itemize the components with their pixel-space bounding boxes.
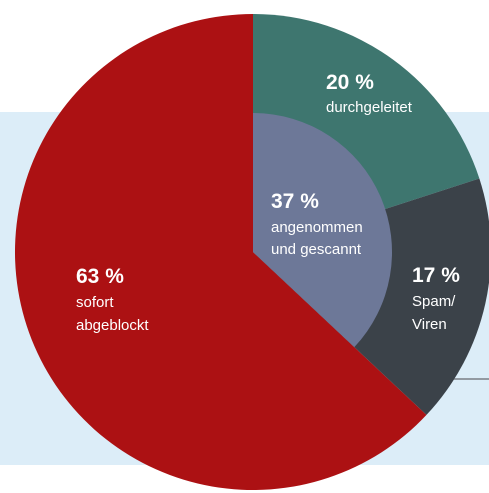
label-value-sofort-abgeblockt: 63 % (76, 265, 124, 288)
label-text-spam-viren-line1: Spam/ (412, 293, 456, 310)
slice-sofort-abgeblockt (14, 13, 427, 490)
label-text-sofort-abgeblockt-line1: sofort (76, 294, 114, 311)
label-text-angenommen-line2: und gescannt (271, 241, 362, 258)
label-text-spam-viren-line2: Viren (412, 316, 447, 333)
label-text-angenommen-line1: angenommen (271, 219, 363, 236)
slice-angenommen-und-gescannt (253, 113, 393, 348)
label-text-sofort-abgeblockt-line2: abgeblockt (76, 317, 149, 334)
label-text-durchgeleitet: durchgeleitet (326, 99, 413, 116)
label-value-spam-viren: 17 % (412, 264, 460, 287)
label-value-angenommen-und-gescannt: 37 % (271, 190, 319, 213)
label-value-durchgeleitet: 20 % (326, 71, 374, 94)
